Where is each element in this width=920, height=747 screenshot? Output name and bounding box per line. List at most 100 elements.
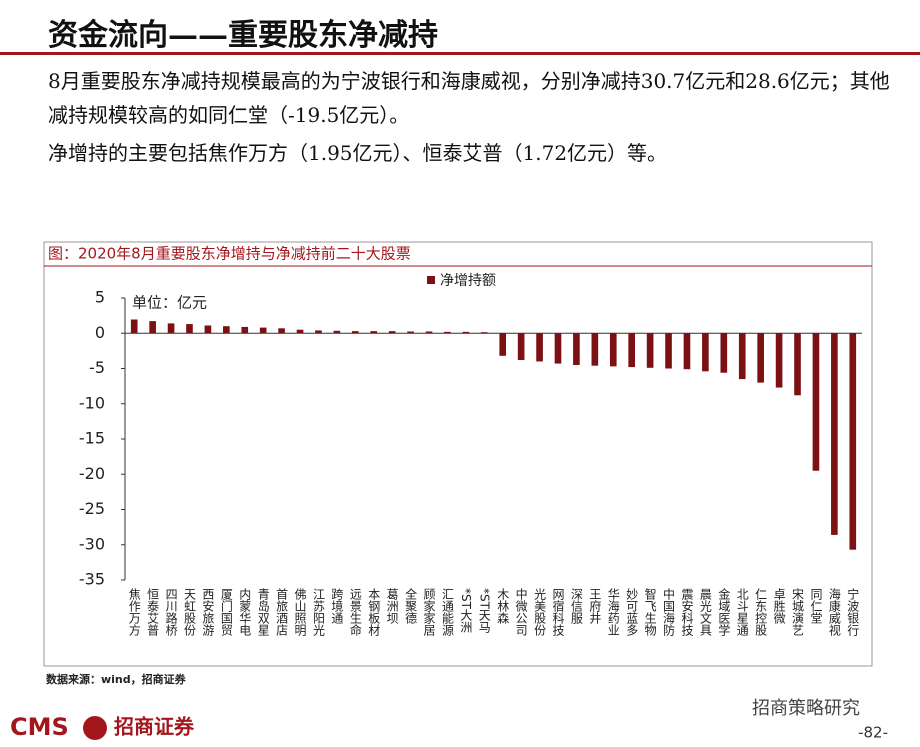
paragraph: 8月重要股东净减持规模最高的为宁波银行和海康威视，分别净减持30.7亿元和28.…	[48, 69, 890, 127]
company: 招商证券	[114, 715, 195, 739]
x-tick-label: 天虹股份	[182, 588, 196, 636]
bar	[186, 324, 193, 334]
x-tick-label: 跨境通	[330, 588, 344, 624]
x-tick-label: 仁东控股	[754, 588, 768, 637]
bar	[370, 331, 378, 334]
bar	[812, 333, 820, 471]
bar	[333, 330, 341, 334]
x-tick-label: *ST天马	[477, 588, 491, 633]
bar	[462, 331, 470, 334]
logo-icon	[83, 716, 107, 740]
bar	[573, 333, 580, 365]
bar	[536, 333, 543, 362]
logo: CMS	[10, 713, 69, 741]
bar	[591, 333, 599, 366]
y-tick-label: 5	[95, 288, 105, 307]
x-tick-label: 佛山照明	[293, 588, 307, 637]
bar	[425, 331, 433, 334]
title-rule	[0, 52, 920, 55]
x-tick-label: 恒泰艾普	[146, 588, 160, 637]
x-tick-label: *ST大洲	[459, 588, 473, 633]
x-tick-label: 同仁堂	[809, 588, 823, 624]
account: 招商策略研究	[752, 698, 860, 719]
y-tick-label: -35	[79, 570, 105, 589]
x-tick-label: 顾家家居	[422, 588, 436, 637]
x-tick-label: 光美股份	[533, 588, 547, 636]
x-tick-label: 宁波银行	[846, 587, 860, 636]
bar	[794, 333, 801, 396]
legend-label: 净增持额	[440, 273, 496, 289]
y-tick-label: -10	[79, 393, 105, 412]
bar	[646, 333, 654, 368]
bar	[167, 323, 175, 334]
x-tick-label: 焦作万方	[127, 588, 141, 637]
bar	[130, 319, 138, 334]
bar	[720, 333, 728, 373]
bar	[223, 326, 230, 334]
bar	[444, 331, 451, 334]
x-tick-label: 葛洲坝	[385, 588, 399, 624]
slide-title: 资金流向——重要股东净减持	[48, 18, 438, 53]
bar	[775, 333, 783, 388]
y-tick-label: -25	[79, 499, 105, 518]
bar	[702, 333, 709, 372]
bar	[241, 326, 249, 334]
bar	[683, 333, 691, 370]
bar	[554, 333, 562, 364]
x-tick-label: 中微公司	[514, 587, 528, 636]
bar	[407, 331, 414, 334]
x-tick-label: 中国海防	[662, 587, 676, 636]
paragraph: 净增持的主要包括焦作万方（1.95亿元）、恒泰艾普（1.72亿元）等。	[48, 141, 668, 165]
x-tick-label: 青岛双星	[256, 588, 270, 636]
x-tick-label: 晨光文具	[698, 588, 712, 636]
bar	[609, 333, 617, 367]
bar	[351, 331, 359, 334]
unit-label: 单位：亿元	[132, 294, 207, 312]
x-tick-label: 厦门国贸	[219, 588, 233, 637]
x-tick-label: 金域医学	[717, 587, 731, 636]
x-tick-label: 王府井	[588, 588, 602, 625]
x-tick-label: 汇通能源	[440, 588, 454, 637]
bar	[757, 333, 764, 383]
x-tick-label: 宋城演艺	[791, 587, 805, 636]
x-tick-label: 卓胜微	[772, 588, 786, 625]
bar	[517, 333, 525, 361]
bar	[388, 331, 396, 334]
x-tick-label: 四川路桥	[164, 588, 178, 637]
x-tick-label: 华海药业	[606, 588, 620, 636]
y-tick-label: -30	[79, 534, 105, 553]
bar	[628, 333, 636, 368]
bar	[738, 333, 746, 380]
page-number: -82-	[858, 724, 888, 742]
bar	[296, 329, 304, 334]
bar	[499, 333, 507, 356]
x-tick-label: 西安旅游	[201, 588, 215, 636]
bar	[480, 332, 488, 334]
y-tick-label: -20	[79, 464, 105, 483]
chart-frame	[43, 241, 873, 667]
x-tick-label: 震安科技	[680, 588, 694, 636]
x-tick-label: 首旅酒店	[275, 588, 289, 636]
x-tick-label: 智飞生物	[643, 587, 657, 636]
y-tick-label: 0	[95, 323, 105, 342]
x-tick-label: 北斗星通	[735, 588, 749, 636]
source: 数据来源：wind，招商证券	[46, 672, 187, 686]
x-tick-label: 本钢板材	[367, 588, 381, 636]
y-tick-label: -15	[79, 429, 105, 448]
bar	[259, 327, 267, 334]
x-tick-label: 全聚德	[404, 587, 418, 624]
chart-title: 图：2020年8月重要股东净增持与净减持前二十大股票	[48, 245, 411, 263]
x-tick-label: 远景生命	[348, 588, 362, 636]
bar	[204, 325, 212, 334]
y-tick-label: -5	[89, 358, 105, 377]
x-tick-label: 网宿科技	[551, 588, 565, 636]
x-tick-label: 深信服	[569, 588, 583, 625]
legend-swatch	[427, 276, 435, 284]
x-tick-label: 江苏阳光	[311, 588, 325, 636]
x-tick-label: 妙可蓝多	[625, 588, 639, 637]
bar	[665, 333, 672, 369]
x-tick-label: 木林森	[496, 588, 510, 624]
bar	[278, 328, 285, 334]
